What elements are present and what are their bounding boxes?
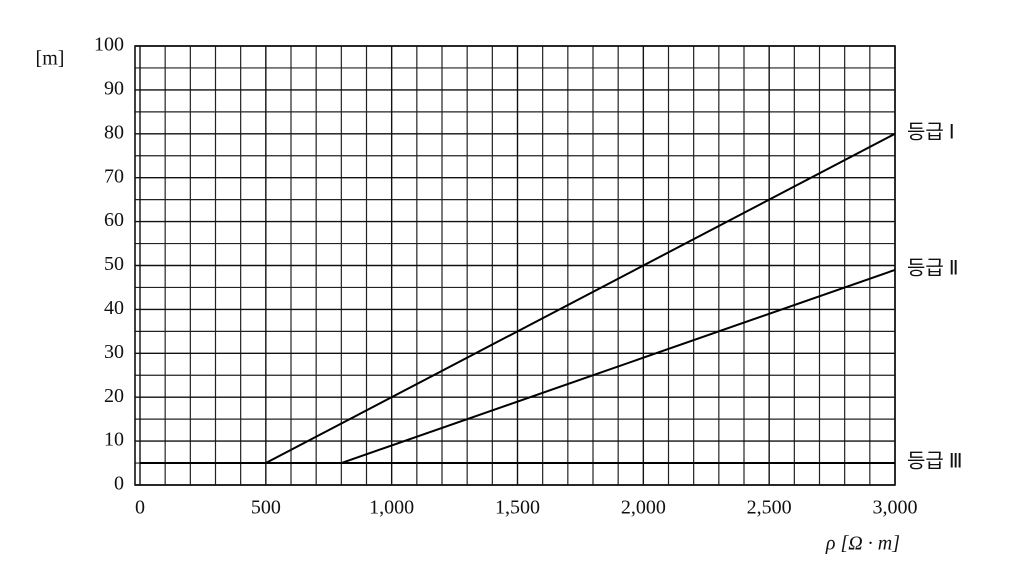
y-tick-label: 60 — [104, 209, 124, 231]
series-line — [341, 268, 896, 464]
y-tick-label: 80 — [104, 121, 124, 143]
series-line — [265, 132, 896, 464]
y-tick-label: 20 — [104, 385, 124, 407]
x-tick-label: 3,000 — [873, 497, 918, 519]
x-tick-label: 0 — [135, 497, 145, 519]
series-label: 등급 Ⅰ — [907, 121, 955, 143]
x-tick-label: 1,000 — [369, 497, 414, 519]
y-tick-label: 40 — [104, 297, 124, 319]
y-tick-label: 50 — [104, 253, 124, 275]
y-tick-label: 10 — [104, 429, 124, 451]
series-label: 등급 Ⅲ — [907, 451, 963, 473]
x-tick-label: 2,000 — [621, 497, 666, 519]
y-tick-label: 70 — [104, 165, 124, 187]
y-tick-label: 30 — [104, 341, 124, 363]
y-tick-label: 0 — [114, 473, 124, 495]
plot-frame — [134, 45, 896, 486]
x-tick-label: 500 — [251, 497, 281, 519]
x-tick-label: 1,500 — [495, 497, 540, 519]
y-axis-label: [m] — [36, 48, 65, 70]
x-tick-label: 2,500 — [747, 497, 792, 519]
series-label: 등급 Ⅱ — [907, 257, 959, 279]
x-axis-label: ρ [Ω · m] — [825, 533, 900, 555]
y-tick-label: 90 — [104, 77, 124, 99]
y-tick-label: 100 — [94, 34, 124, 56]
